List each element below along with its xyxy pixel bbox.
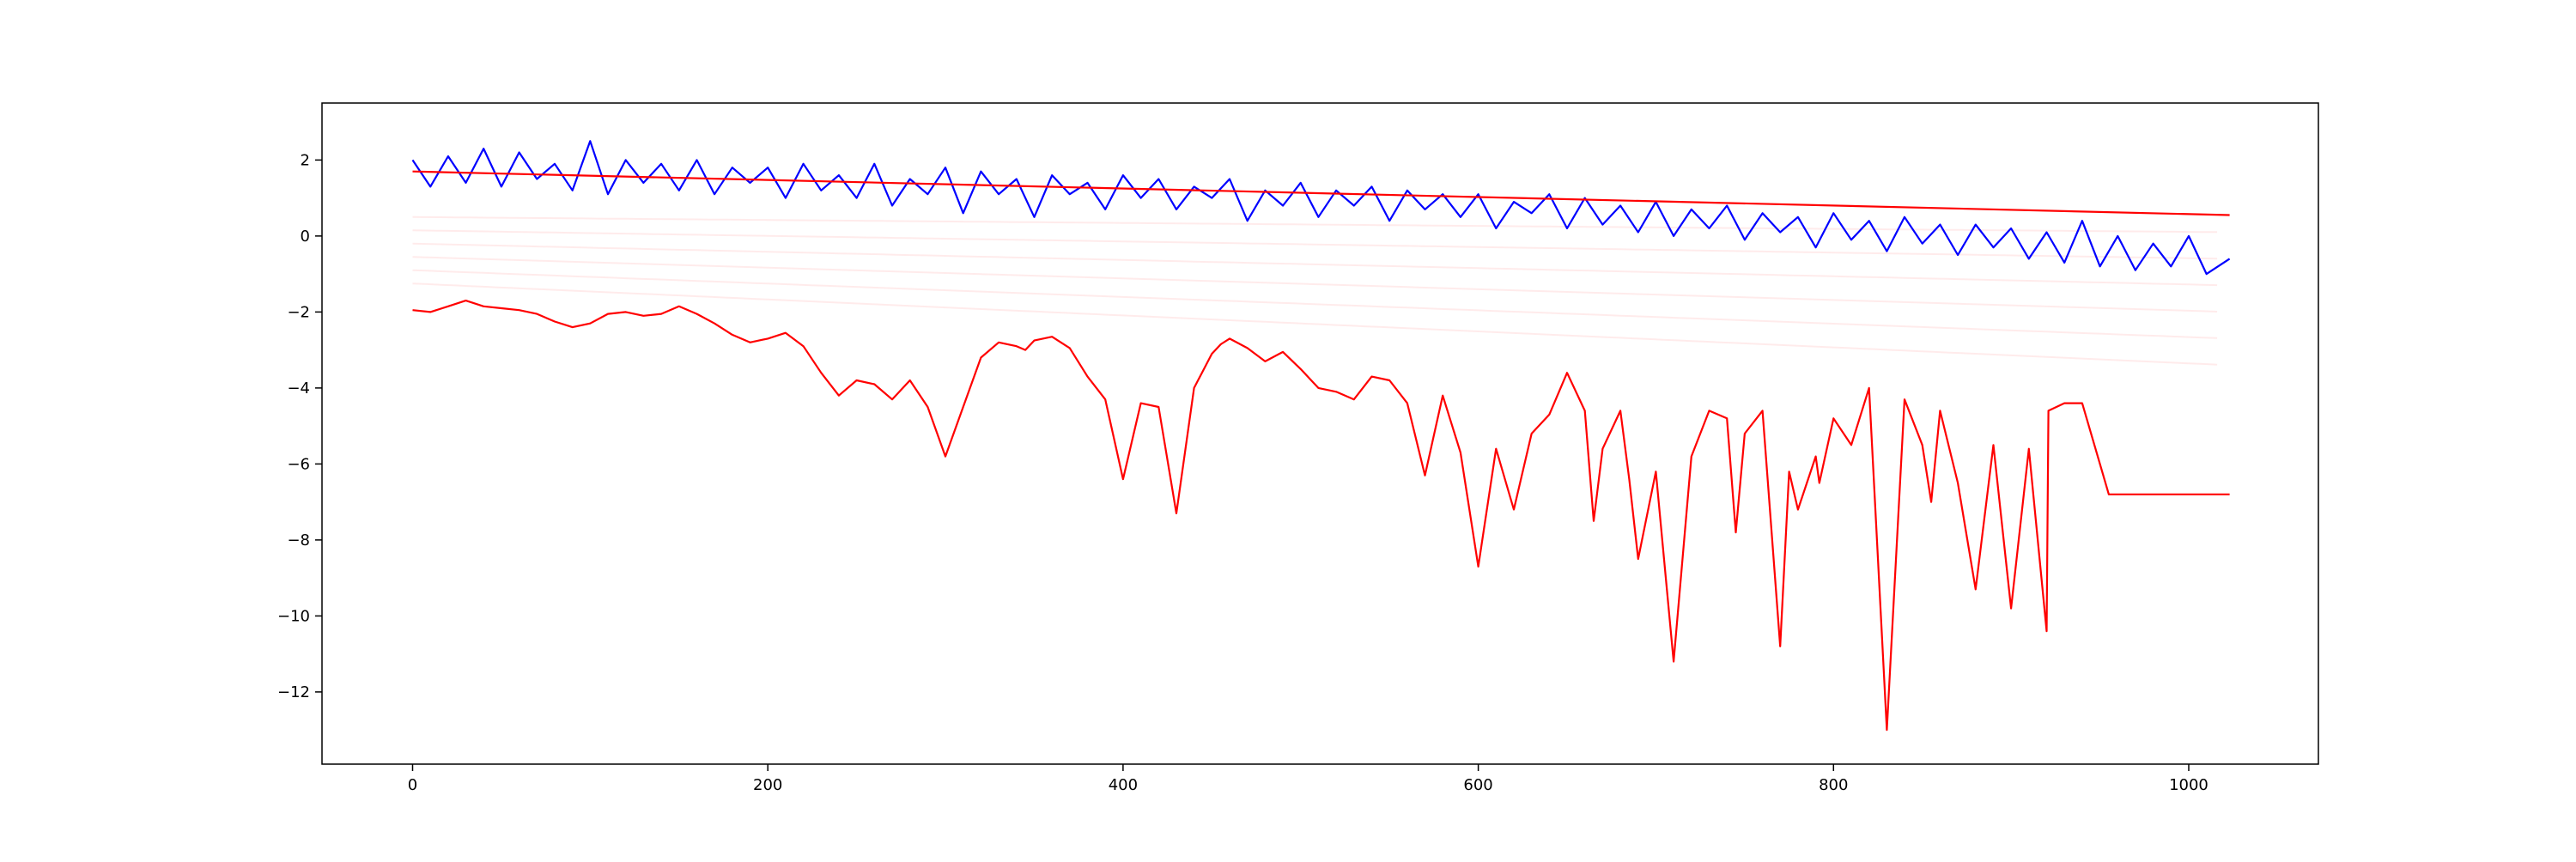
faint-trace — [412, 282, 2218, 366]
series-line-3 — [412, 300, 2230, 731]
faint-trace — [412, 269, 2218, 339]
y-axis: 2 0 −2 −4 −6 −8 −10 −12 — [277, 151, 322, 701]
faint-trace — [412, 256, 2218, 313]
x-axis: 0 200 400 600 800 1000 — [408, 764, 2208, 794]
x-tick-label: 1000 — [2169, 776, 2208, 794]
faint-trace — [412, 216, 2218, 234]
y-tick-label: −12 — [277, 683, 310, 701]
series-line-1 — [411, 140, 2231, 276]
y-tick-label: −8 — [287, 531, 310, 549]
y-tick-label: 2 — [301, 151, 310, 169]
x-tick-label: 200 — [753, 776, 782, 794]
faint-trace — [412, 229, 2218, 260]
axes-frame — [321, 102, 2319, 765]
faint-trace — [412, 242, 2218, 287]
y-tick-label: 0 — [301, 228, 310, 246]
x-tick-label: 400 — [1109, 776, 1138, 794]
y-tick-label: −2 — [287, 303, 310, 321]
y-tick-label: −10 — [277, 607, 310, 625]
y-tick-label: −4 — [287, 379, 310, 398]
y-tick-label: −6 — [287, 455, 310, 473]
x-tick-label: 600 — [1463, 776, 1492, 794]
x-tick-label: 800 — [1819, 776, 1848, 794]
x-tick-label: 0 — [408, 776, 417, 794]
series-line-2 — [412, 170, 2230, 216]
series-layer — [411, 140, 2231, 731]
faint-traces — [412, 216, 2218, 366]
